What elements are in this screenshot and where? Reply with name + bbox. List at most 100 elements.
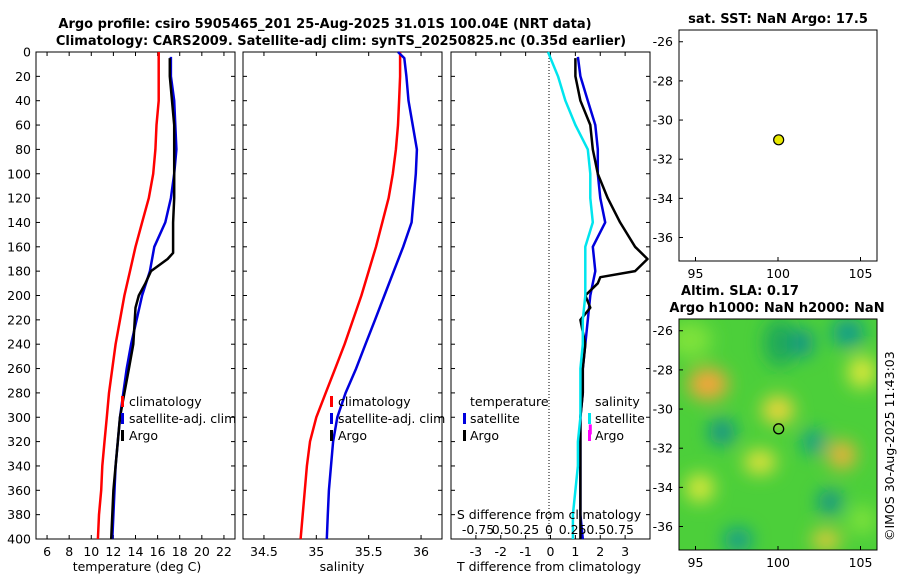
depth-tick-label: 80 — [15, 142, 31, 157]
top-x-tick-label: 0.5 — [586, 522, 606, 537]
sla-heatmap — [679, 319, 877, 550]
map-x-tick-label: 100 — [766, 266, 790, 281]
sla-blob — [828, 441, 856, 469]
depth-tick-label: 300 — [7, 410, 31, 425]
legend-label-argo: Argo — [129, 428, 158, 443]
series-line-argo — [109, 58, 176, 540]
x-tick-label: 6 — [43, 544, 51, 559]
x-tick-label: 35 — [308, 544, 324, 559]
map-y-tick-label: -36 — [653, 519, 673, 534]
sla-blob — [679, 322, 712, 358]
x-tick-label: 20 — [194, 544, 210, 559]
map-y-tick-label: -26 — [653, 34, 673, 49]
difference-panel-frame — [450, 51, 651, 540]
legend-swatch-argo — [121, 430, 124, 441]
x-tick-label: 18 — [172, 544, 188, 559]
depth-tick-label: 240 — [7, 337, 31, 352]
depth-tick-label: 100 — [7, 166, 31, 181]
sla-map-title-line2: Argo h1000: NaN h2000: NaN — [669, 301, 884, 316]
series-line-argo — [574, 58, 649, 539]
legend-label-s-argo: Argo — [595, 428, 624, 443]
x-tick-label: 1 — [571, 544, 579, 559]
x-tick-label: 35.5 — [355, 544, 383, 559]
x-tick-label: 3 — [621, 544, 629, 559]
legend-label-climatology: climatology — [129, 394, 202, 409]
depth-tick-label: 0 — [23, 45, 31, 60]
sla-blob — [764, 319, 796, 367]
depth-tick-label: 140 — [7, 215, 31, 230]
x-tick-label: 36 — [413, 544, 429, 559]
series-line-climatology — [299, 52, 402, 540]
x-tick-label: 2 — [596, 544, 604, 559]
legend-swatch-satellite — [121, 413, 124, 424]
figure-title-line1: Argo profile: csiro 5905465_201 25-Aug-2… — [58, 17, 591, 32]
depth-tick-label: 360 — [7, 483, 31, 498]
top-x-tick-label: 0.5 — [492, 522, 512, 537]
sla-map-ticks: 95 100 105 -26 -28 -30 -32 -34 -36 — [653, 323, 873, 570]
legend-heading-salinity: salinity — [595, 394, 640, 409]
temperature-lines — [96, 52, 178, 540]
map-y-tick-label: -34 — [653, 191, 673, 206]
map-y-tick-label: -34 — [653, 480, 673, 495]
sla-blob — [848, 356, 876, 388]
depth-tick-label: 220 — [7, 312, 31, 327]
x-tick-label: 22 — [216, 544, 232, 559]
difference-lines — [546, 51, 649, 540]
legend-label-t-argo: Argo — [470, 428, 499, 443]
map-y-tick-label: -30 — [653, 113, 673, 128]
map-y-tick-label: -26 — [653, 323, 673, 338]
top-x-tick-label: 0.25 — [511, 522, 539, 537]
depth-tick-label: 260 — [7, 361, 31, 376]
map-y-tick-label: -28 — [653, 73, 673, 88]
map-y-tick-label: -36 — [653, 230, 673, 245]
salinity-legend: climatology satellite-adj. clim Argo — [330, 394, 445, 443]
map-x-tick-label: 100 — [766, 555, 790, 570]
sla-blob — [709, 419, 735, 445]
depth-tick-label: 180 — [7, 264, 31, 279]
legend-label-satellite: satellite-adj. clim — [129, 411, 236, 426]
map-x-tick-label: 105 — [849, 555, 873, 570]
x-tick-label: 10 — [83, 544, 99, 559]
top-x-tick-label: 0.25 — [559, 522, 587, 537]
depth-tick-label: 200 — [7, 288, 31, 303]
depth-tick-label: 320 — [7, 434, 31, 449]
depth-tick-label: 120 — [7, 191, 31, 206]
salinity-lines — [299, 51, 419, 540]
temperature-legend: climatology satellite-adj. clim Argo — [121, 394, 236, 443]
argo-position-marker-sst — [773, 134, 785, 146]
difference-top-x-label: S difference from climatology — [457, 507, 642, 522]
map-y-tick-label: -28 — [653, 362, 673, 377]
top-x-tick-label: 0.75 — [606, 522, 634, 537]
x-tick-label: -1 — [519, 544, 531, 559]
legend-label-argo: Argo — [338, 428, 367, 443]
map-y-tick-label: -30 — [653, 402, 673, 417]
sla-blob — [744, 450, 776, 474]
series-line-satellite — [111, 56, 178, 540]
difference-top-x-ticks: -0.750.5 0.25 0 0.25 0.5 0.75 — [462, 522, 634, 537]
x-tick-label: 14 — [128, 544, 144, 559]
figure-title-line2: Climatology: CARS2009. Satellite-adj cli… — [56, 34, 626, 49]
legend-swatch-t-satellite — [463, 413, 466, 424]
depth-axis: 0 20 40 60 80 100 120 140 160 180 200 220 240 260 280 3… — [7, 45, 650, 547]
depth-tick-label: 380 — [7, 507, 31, 522]
sst-map-frame — [678, 29, 878, 262]
salinity-x-ticks: 34.5 35 35.5 36 — [250, 52, 429, 559]
legend-swatch-satellite — [330, 413, 333, 424]
top-x-tick-label: 0 — [545, 522, 553, 537]
series-line-satellite — [325, 51, 419, 540]
x-tick-label: -2 — [495, 544, 507, 559]
sla-blob — [762, 396, 794, 424]
legend-label-satellite: satellite-adj. clim — [338, 411, 445, 426]
legend-swatch-s-argo — [588, 430, 591, 441]
x-tick-label: 34.5 — [250, 544, 278, 559]
series-line-climatology — [96, 52, 160, 540]
sla-blob — [812, 530, 840, 550]
legend-label-climatology: climatology — [338, 394, 411, 409]
legend-swatch-climatology — [330, 396, 333, 407]
depth-tick-label: 280 — [7, 385, 31, 400]
sla-blob — [818, 490, 842, 514]
legend-label-s-satellite: satellite — [595, 411, 645, 426]
sst-map-title: sat. SST: NaN Argo: 17.5 — [688, 12, 868, 27]
x-tick-label: 12 — [105, 544, 121, 559]
